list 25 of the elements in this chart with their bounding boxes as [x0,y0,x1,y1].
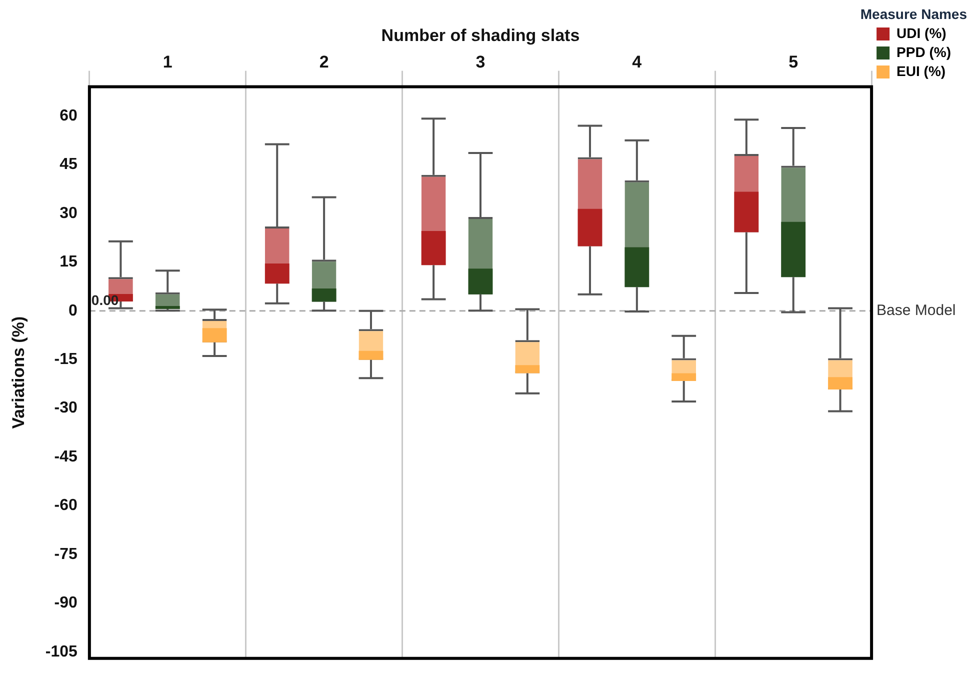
y-tick-label: 45 [60,156,78,174]
y-tick-label: -60 [54,497,78,514]
y-tick-label: 60 [60,107,78,124]
y-tick-label: -15 [54,351,78,368]
y-tick-label: -45 [54,448,78,466]
y-tick-label: -30 [54,400,78,417]
x-tick-label: 1 [162,52,172,72]
y-tick-label: 30 [60,204,78,222]
legend-label: PPD (%) [896,44,952,60]
y-tick-label: -90 [54,594,78,612]
x-axis-title: Number of shading slats [381,26,580,45]
y-tick-label: -75 [54,546,78,563]
legend-label: UDI (%) [896,24,946,41]
y-tick-label: 0 [68,302,78,320]
x-tick-label: 4 [632,52,642,72]
legend-title: Measure Names [860,6,968,22]
x-tick-label: 3 [476,52,486,72]
x-tick-label: 2 [319,52,329,72]
annotation: 0.00 [91,292,119,308]
y-tick-label: -105 [45,643,78,660]
legend-label: EUI (%) [896,62,946,79]
y-axis-title: Variations (%) [8,316,28,429]
ref-line-label: Base Model [876,302,956,320]
y-tick-label: 15 [60,254,78,271]
x-tick-label: 5 [788,52,798,72]
